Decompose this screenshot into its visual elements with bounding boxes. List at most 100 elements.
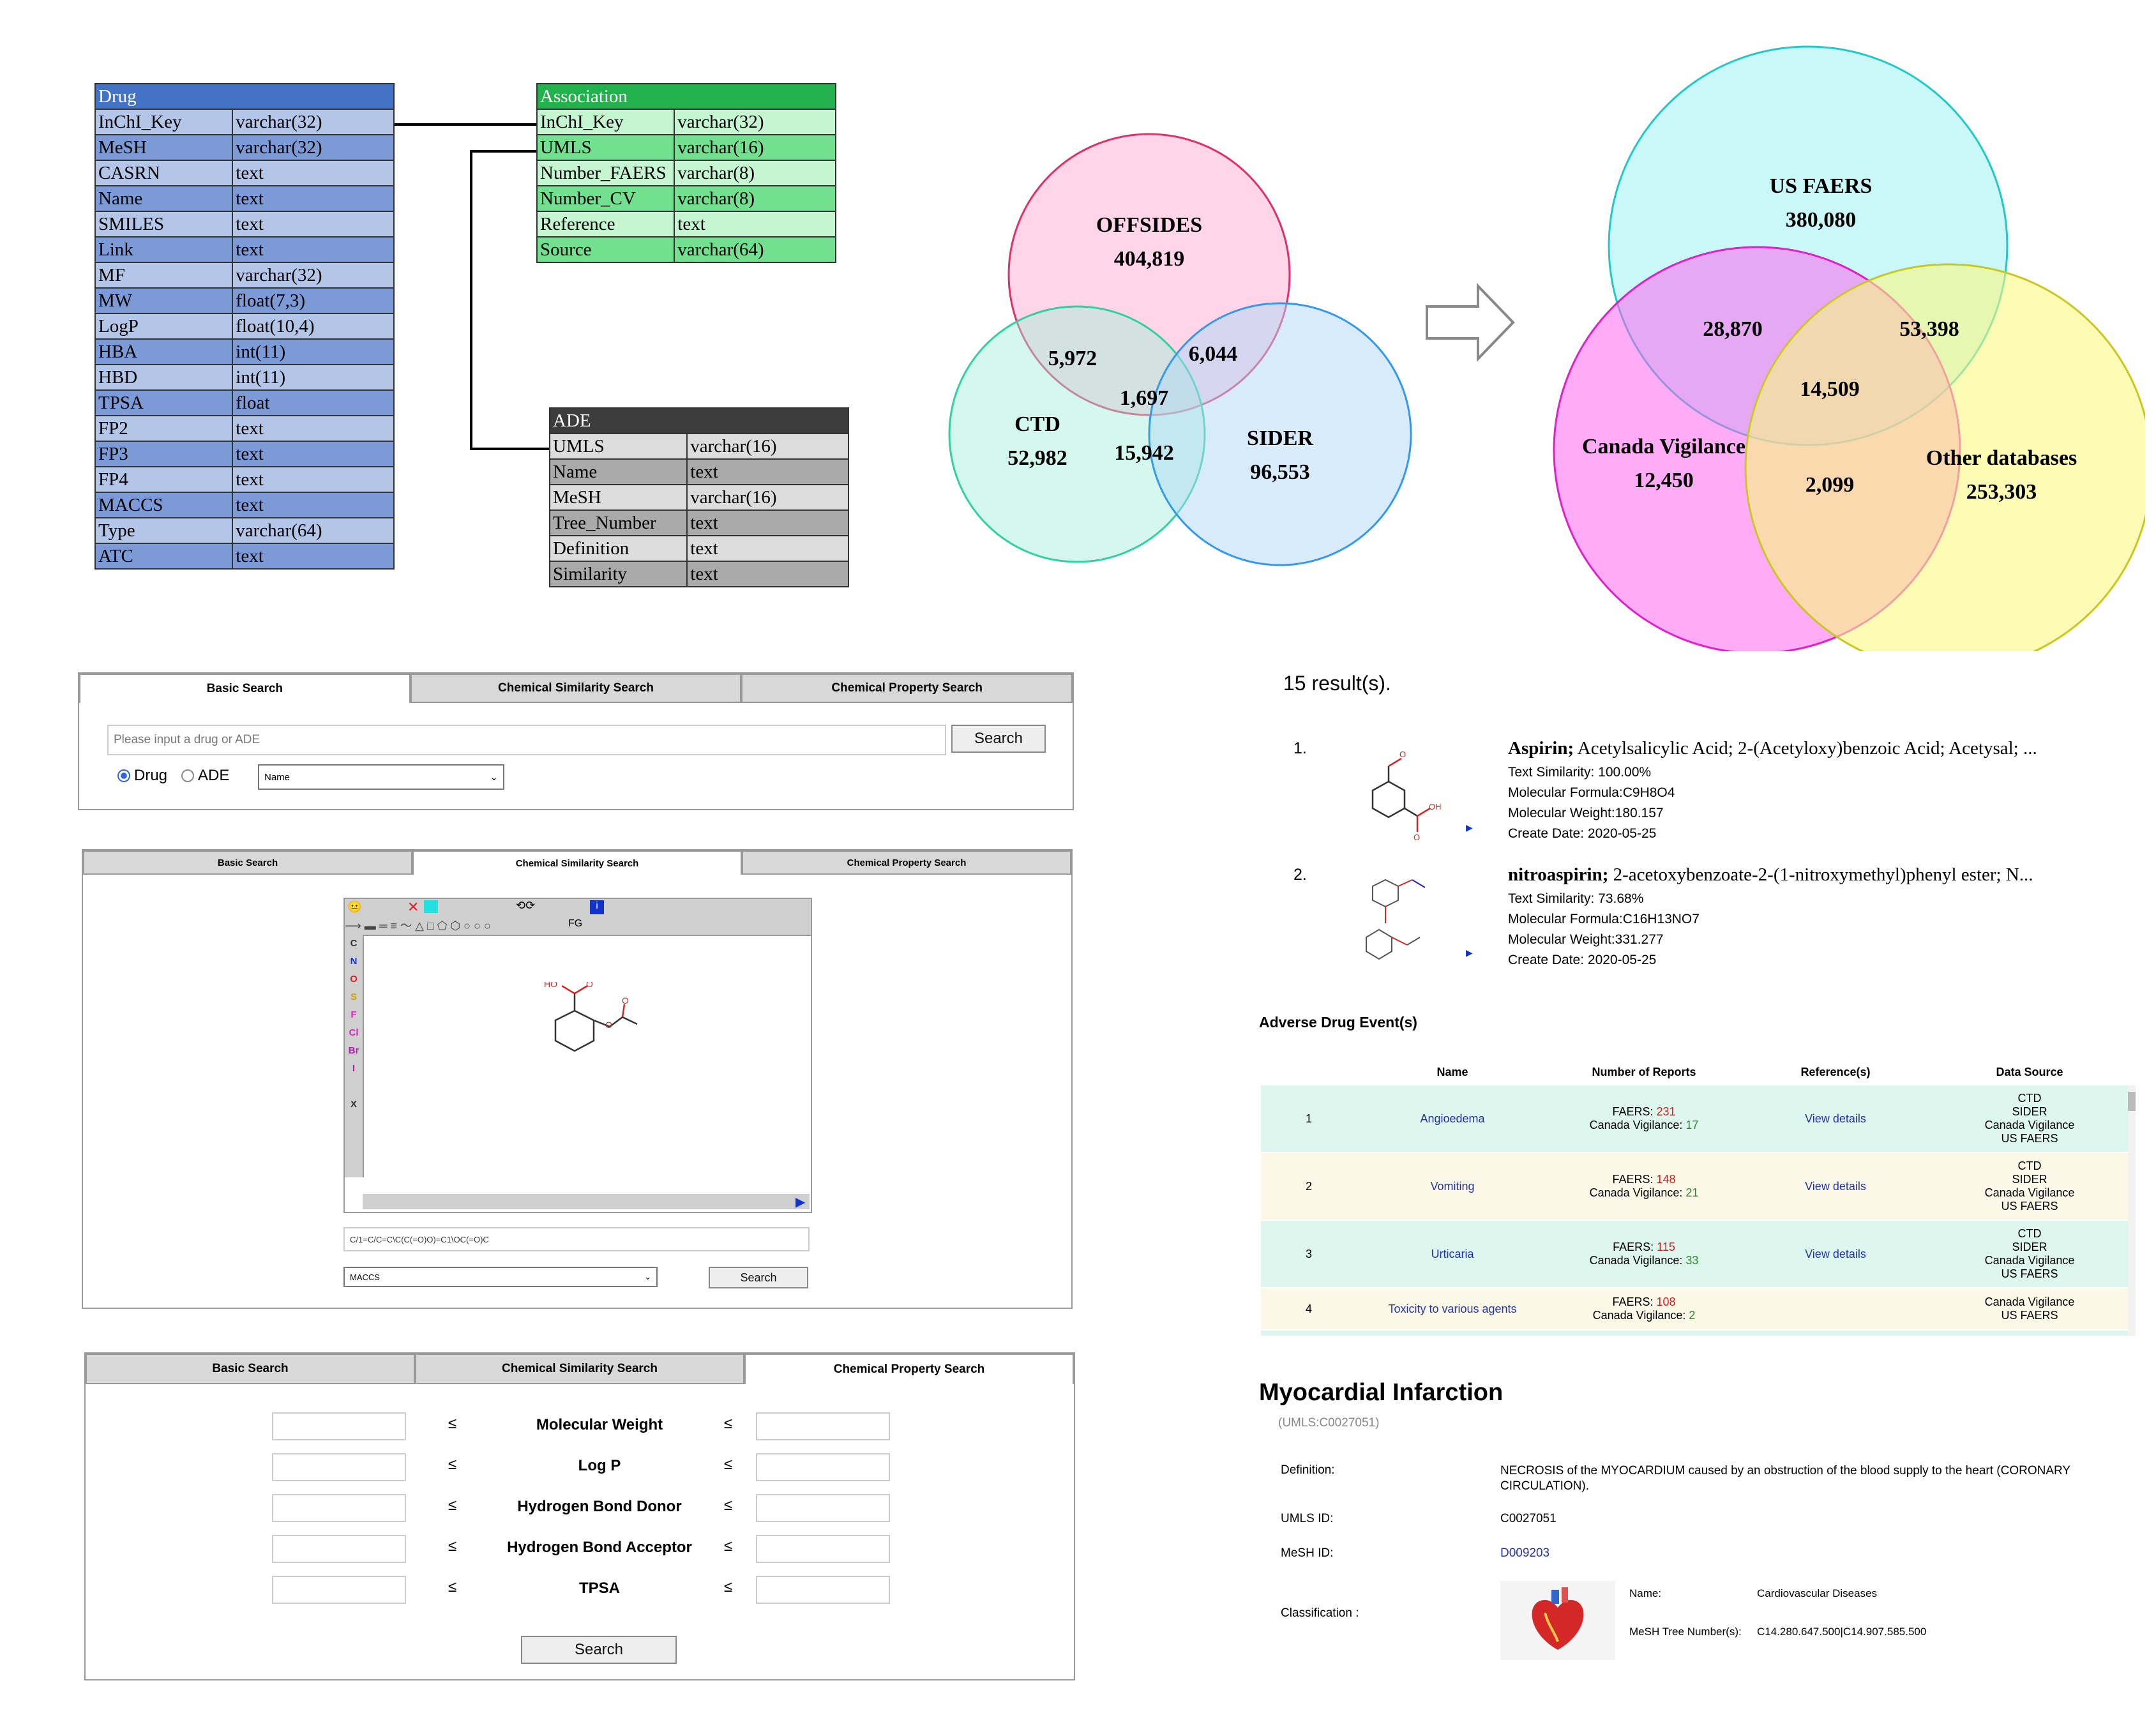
editor-scrollbar[interactable] — [363, 1194, 810, 1209]
view-details-link[interactable] — [1740, 1288, 1931, 1329]
property-min-input[interactable] — [272, 1535, 406, 1563]
ade-radio-icon[interactable] — [181, 769, 194, 782]
ade-radio[interactable]: ADE — [181, 767, 229, 785]
element-button[interactable] — [345, 1078, 363, 1096]
ade-table-scrollbar[interactable] — [2128, 1085, 2136, 1336]
column-type: varchar(64) — [232, 517, 395, 544]
schema-row: MeSH varchar(32) — [94, 134, 395, 161]
result-structure-image-aspirin: OH O O — [1371, 750, 1442, 842]
data-source-item: CTD — [2017, 1159, 2042, 1172]
data-source-item: US FAERS — [2001, 1267, 2058, 1280]
bond-tools-icon[interactable]: ⟶ ▬ ═ ≡ 〜 △ □ ⬠ ⬡ ○ ○ ○ — [345, 919, 491, 932]
column-name: Similarity — [548, 561, 688, 587]
faers-value: 115 — [1657, 1241, 1675, 1253]
drug-ade-search-input[interactable]: Please input a drug or ADE — [107, 725, 946, 755]
aspirin-structure-image: HO O O O — [544, 982, 638, 1052]
element-button[interactable]: I — [352, 1063, 356, 1074]
undo-icon[interactable]: ⟲⟳ — [516, 899, 536, 912]
mesh-id-link[interactable]: D009203 — [1500, 1546, 1550, 1560]
ade-table-row-partial[interactable]: CTD — [1261, 1331, 2128, 1336]
property-min-input[interactable] — [272, 1453, 406, 1481]
view-details-link[interactable]: View details — [1805, 1247, 1866, 1260]
ade-table-row[interactable]: 3 Urticaria FAERS: 115 Canada Vigilance: 33… — [1261, 1221, 2128, 1288]
view-details-link[interactable]: View details — [1805, 1179, 1866, 1193]
result-synonyms: Acetylsalicylic Acid; 2-(Acetyloxy)benzo… — [1574, 738, 2037, 759]
tab-basic-search[interactable]: Basic Search — [86, 1354, 415, 1384]
basic-search-button[interactable]: Search — [951, 725, 1046, 753]
element-button[interactable]: S — [350, 992, 357, 1002]
element-button[interactable]: Br — [348, 1045, 359, 1056]
faers-value: 108 — [1656, 1295, 1676, 1308]
result-date: Create Date: 2020-05-25 — [1508, 953, 1657, 967]
result-drug-link[interactable]: nitroaspirin; — [1508, 864, 1609, 885]
umls-id-value: C0027051 — [1500, 1512, 1557, 1525]
ade-table-row[interactable]: 1 Angioedema FAERS: 231 Canada Vigilance: 1… — [1261, 1085, 2128, 1153]
search-field-select[interactable]: Name ⌄ — [258, 764, 504, 790]
column-name: Tree_Number — [548, 510, 688, 536]
tab-chemical-property-search[interactable]: Chemical Property Search — [742, 850, 1071, 875]
view-details-link[interactable]: View details — [1805, 1112, 1866, 1125]
element-button[interactable]: C — [350, 938, 358, 949]
ade-name-link[interactable]: Toxicity to various agents — [1388, 1302, 1517, 1315]
column-type: text — [232, 160, 395, 186]
ade-name-link[interactable]: Vomiting — [1430, 1179, 1475, 1193]
info-icon[interactable]: i — [590, 900, 604, 914]
tab-chemical-similarity-search[interactable]: Chemical Similarity Search — [410, 674, 742, 703]
column-type: text — [686, 458, 849, 485]
tab-chemical-property-search[interactable]: Chemical Property Search — [741, 674, 1073, 703]
smiles-input[interactable]: C/1=C/C=C\C(C(=O)O)=C1\OC(=O)C — [343, 1227, 810, 1251]
property-min-input[interactable] — [272, 1494, 406, 1522]
expand-arrow-icon[interactable]: ▶ — [1466, 948, 1473, 958]
expand-arrow-icon[interactable]: ▶ — [1466, 822, 1473, 833]
ade-table-row[interactable]: 2 Vomiting FAERS: 148 Canada Vigilance: 21 V… — [1261, 1153, 2128, 1221]
smiley-icon[interactable]: 😐 — [347, 900, 362, 913]
clear-icon[interactable]: ✕ — [407, 899, 419, 915]
play-icon[interactable]: ▶ — [795, 1195, 806, 1209]
property-max-input[interactable] — [756, 1576, 890, 1604]
property-max-input[interactable] — [756, 1412, 890, 1440]
property-min-input[interactable] — [272, 1576, 406, 1604]
element-button[interactable]: F — [351, 1009, 357, 1020]
fingerprint-select[interactable]: MACCS ⌄ — [343, 1267, 658, 1287]
result-title: Aspirin; Acetylsalicylic Acid; 2-(Acetyl… — [1508, 738, 2037, 759]
tab-chemical-similarity-search[interactable]: Chemical Similarity Search — [415, 1354, 744, 1384]
schema-row: FP2 text — [94, 415, 395, 442]
result-drug-link[interactable]: Aspirin; — [1508, 738, 1574, 759]
tab-basic-search[interactable]: Basic Search — [79, 674, 411, 703]
element-button[interactable]: X — [350, 1099, 357, 1110]
ade-table-row[interactable]: 4 Toxicity to various agents FAERS: 108 Can… — [1261, 1288, 2128, 1331]
data-source-item: Canada Vigilance — [1984, 1119, 2075, 1131]
element-button[interactable]: N — [350, 956, 358, 967]
faers-count: FAERS: 148 — [1612, 1173, 1675, 1186]
le-symbol: ≤ — [448, 1578, 457, 1596]
property-max-input[interactable] — [756, 1494, 890, 1522]
ade-results-table: Name Number of Reports Reference(s) Data So… — [1261, 1047, 2136, 1336]
property-max-input[interactable] — [756, 1453, 890, 1481]
ade-header-cell: Name — [1436, 1065, 1468, 1078]
column-name: Number_FAERS — [536, 160, 675, 186]
column-name: SMILES — [94, 211, 234, 238]
tab-basic-search[interactable]: Basic Search — [83, 850, 412, 875]
schema-row: Similarity text — [548, 561, 849, 587]
property-min-input[interactable] — [272, 1412, 406, 1440]
similarity-search-button[interactable]: Search — [709, 1267, 808, 1288]
element-button[interactable]: Cl — [349, 1027, 359, 1038]
property-max-input[interactable] — [756, 1535, 890, 1563]
property-search-button[interactable]: Search — [521, 1636, 677, 1664]
tab-chemical-property-search[interactable]: Chemical Property Search — [744, 1354, 1074, 1384]
ade-name-link[interactable]: Angioedema — [1420, 1112, 1485, 1125]
column-type: varchar(32) — [232, 262, 395, 289]
ade-name-link[interactable]: Urticaria — [1431, 1247, 1474, 1260]
fg-label[interactable]: FG — [568, 918, 583, 929]
tab-chemical-similarity-search[interactable]: Chemical Similarity Search — [412, 850, 742, 875]
offsides-ctd-value: 5,972 — [1048, 347, 1097, 370]
drug-radio[interactable]: Drug — [117, 767, 167, 785]
heart-image — [1500, 1581, 1615, 1660]
highlight-icon[interactable] — [424, 900, 438, 913]
element-button[interactable]: O — [350, 974, 358, 985]
le-symbol: ≤ — [724, 1415, 733, 1432]
ade-radio-label: ADE — [198, 767, 230, 784]
ade-table-scrollbar-thumb[interactable] — [2128, 1092, 2136, 1111]
drug-radio-icon[interactable] — [117, 769, 130, 782]
